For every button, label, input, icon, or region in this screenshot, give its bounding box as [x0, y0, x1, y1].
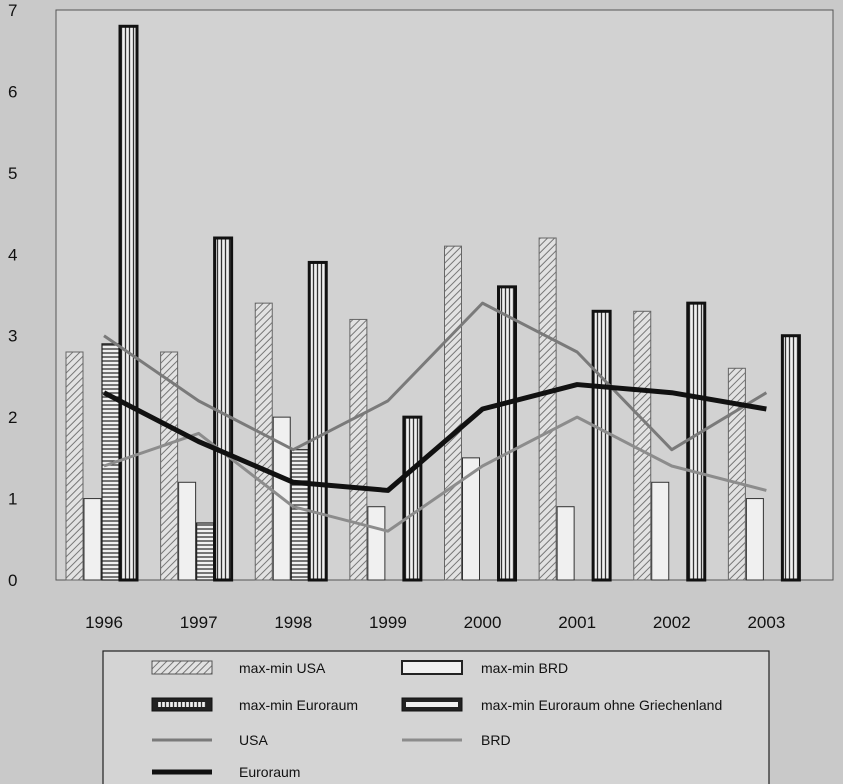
legend-label-euroraum: Euroraum: [239, 764, 300, 780]
x-tick-label-1996: 1996: [85, 613, 123, 632]
legend-label-brd: BRD: [481, 732, 511, 748]
legend-item-brd: BRD: [402, 732, 511, 748]
bar-max-min-brd-2000: [462, 457, 480, 581]
y-tick-label: 6: [8, 82, 17, 101]
legend-label-max-min-usa: max-min USA: [239, 660, 326, 676]
bar-max-min-euroraum-ohne-griechenland-1999: [402, 415, 423, 582]
x-tick-label-1997: 1997: [180, 613, 218, 632]
bar-max-min-brd-2001: [556, 506, 575, 581]
legend-label-max-min-euroraum: max-min Euroraum: [239, 697, 358, 713]
legend-label-usa: USA: [239, 732, 268, 748]
y-tick-label: 2: [8, 408, 17, 427]
bar-max-min-brd-2002: [651, 481, 670, 581]
legend-item-max-min-usa: max-min USA: [151, 660, 326, 676]
bar-max-min-euroraum-ohne-griechenland-1998: [307, 260, 328, 582]
legend: max-min USA max-min BRD max-min Euroraum…: [102, 650, 770, 784]
y-tick-label: 4: [8, 245, 17, 264]
legend-item-max-min-euroraum-ohne-griechenland: max-min Euroraum ohne Griechenland: [401, 697, 722, 713]
legend-swatch-max-min-usa: [151, 660, 213, 675]
bar-max-min-brd-1997: [178, 481, 197, 581]
legend-swatch-max-min-euroraum-inner: [158, 702, 206, 707]
bar-max-min-euroraum-ohne-griechenland-2000: [497, 285, 517, 582]
y-tick-label: 1: [8, 490, 17, 509]
bar-max-min-usa-2002: [633, 310, 652, 581]
x-tick-label-2002: 2002: [653, 613, 691, 632]
bar-max-min-euroraum-ohne-griechenland-1996: [118, 24, 139, 582]
x-tick-label-2001: 2001: [558, 613, 596, 632]
bar-max-min-usa-2001: [538, 237, 557, 581]
line-euroraum: [102, 382, 767, 493]
x-tick-label-1999: 1999: [369, 613, 407, 632]
bar-max-min-usa-1997: [160, 351, 179, 581]
legend-swatch-max-min-euroraum-ohne-griechenland-inner: [406, 702, 458, 707]
bar-max-min-euroraum-1998: [290, 449, 309, 581]
legend-swatch-max-min-brd: [401, 660, 463, 675]
y-tick-label: 3: [8, 327, 17, 346]
bar-max-min-brd-1996: [83, 498, 102, 581]
y-tick-label: 7: [8, 1, 17, 20]
bar-max-min-euroraum-ohne-griechenland-2003: [780, 334, 801, 582]
legend-item-usa: USA: [152, 732, 268, 748]
bar-max-min-usa-1999: [349, 318, 368, 581]
x-tick-label-2000: 2000: [464, 613, 502, 632]
x-tick-label-2003: 2003: [747, 613, 785, 632]
bar-max-min-brd-1999: [367, 506, 386, 581]
bar-max-min-usa-2000: [444, 245, 462, 581]
legend-item-euroraum: Euroraum: [152, 764, 300, 780]
line-usa: [103, 301, 768, 452]
bar-max-min-euroraum-ohne-griechenland-2002: [686, 301, 707, 582]
bar-max-min-euroraum-1997: [196, 522, 215, 581]
bar-max-min-euroraum-ohne-griechenland-2001: [591, 309, 612, 582]
bar-max-min-brd-2003: [745, 498, 764, 581]
bar-max-min-usa-2003: [727, 367, 746, 581]
y-tick-label: 5: [8, 164, 17, 183]
bar-max-min-usa-1998: [254, 302, 273, 581]
x-tick-label-1998: 1998: [274, 613, 312, 632]
legend-label-max-min-brd: max-min BRD: [481, 660, 568, 676]
legend-label-max-min-euroraum-ohne-griechenland: max-min Euroraum ohne Griechenland: [481, 697, 722, 713]
legend-item-max-min-brd: max-min BRD: [401, 660, 568, 676]
y-tick-label: 0: [8, 571, 17, 590]
legend-item-max-min-euroraum: max-min Euroraum: [151, 697, 358, 713]
bar-max-min-usa-1996: [65, 351, 84, 581]
